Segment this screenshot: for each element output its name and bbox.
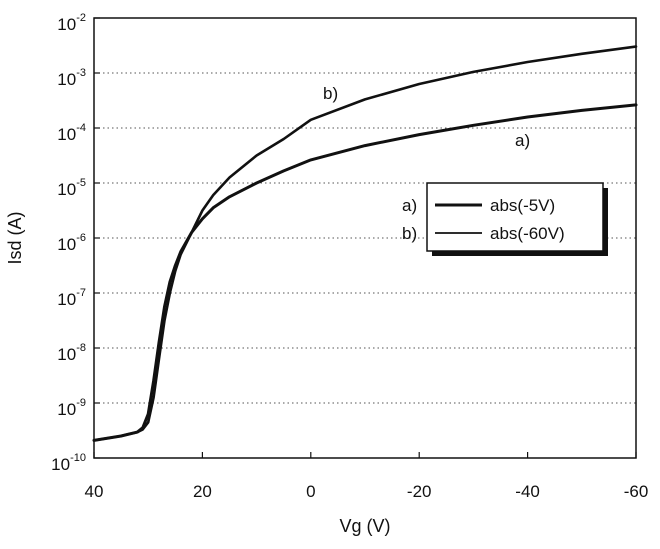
series-line-b — [92, 45, 638, 442]
series-label-a: a) — [515, 131, 530, 150]
y-tick-label: 10-2 — [57, 12, 86, 34]
y-tick-label: 10-6 — [57, 232, 86, 254]
x-tick-label: -20 — [407, 482, 432, 501]
series-layer — [92, 45, 638, 442]
series-label-b: b) — [323, 84, 338, 103]
y-tick-label: 10-5 — [57, 177, 86, 199]
y-tick-label: 10-3 — [57, 67, 86, 89]
x-tick-label: 20 — [193, 482, 212, 501]
x-tick-label: 0 — [306, 482, 315, 501]
x-tick-label: -40 — [515, 482, 540, 501]
legend-box — [426, 182, 604, 252]
y-tick-label: 10-7 — [57, 287, 86, 309]
y-tick-label: 10-9 — [57, 397, 86, 419]
y-tick-label: 10-10 — [51, 452, 86, 474]
series-line-a — [92, 103, 638, 442]
y-tick-label: 10-4 — [57, 122, 86, 144]
y-axis-title: Isd (A) — [5, 211, 25, 264]
x-tick-label: 40 — [85, 482, 104, 501]
y-tick-label: 10-8 — [57, 342, 86, 364]
x-tick-layer: 40 20 0 -20 -40 -60 — [85, 452, 649, 501]
x-tick-label: -60 — [624, 482, 649, 501]
legend-tag-a: a) — [402, 196, 417, 215]
legend-label-a: abs(-5V) — [490, 196, 555, 215]
x-axis-title: Vg (V) — [339, 516, 390, 536]
legend-tag-b: b) — [402, 224, 417, 243]
grid-layer — [94, 72, 636, 404]
y-tick-layer: 10-10 10-9 10-8 10-7 10-6 10-5 10-4 10-3 10-2 — [51, 12, 100, 474]
legend: a) abs(-5V) b) abs(-60V) — [402, 182, 608, 256]
legend-label-b: abs(-60V) — [490, 224, 565, 243]
